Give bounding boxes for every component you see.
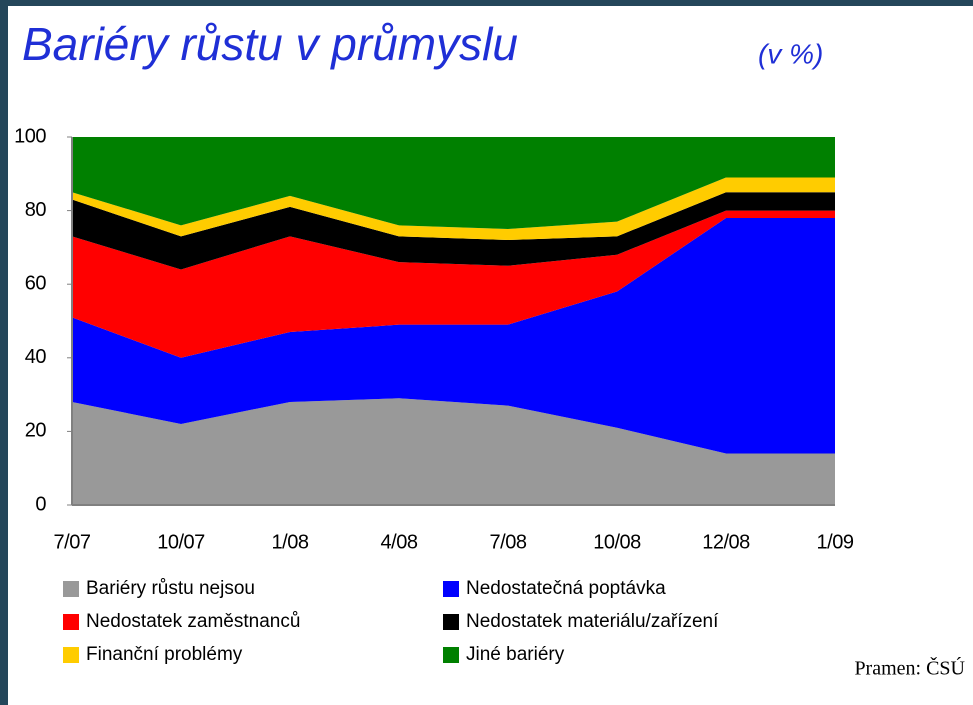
area bbox=[72, 217, 835, 454]
y-tick-label: 40 bbox=[25, 346, 47, 368]
legend-label: Nedostatek materiálu/zařízení bbox=[466, 611, 719, 632]
area bbox=[72, 177, 835, 241]
legend-label: Bariéry růstu nejsou bbox=[86, 578, 255, 599]
area bbox=[72, 192, 835, 270]
legend-swatch bbox=[63, 614, 79, 630]
legend-swatch bbox=[443, 647, 459, 663]
chart-subtitle: (v %) bbox=[758, 38, 823, 69]
chart-title: Bariéry růstu v průmyslu bbox=[22, 18, 518, 70]
x-tick-label: 4/08 bbox=[381, 531, 418, 553]
x-tick-label: 1/09 bbox=[817, 531, 854, 553]
legend-swatch bbox=[443, 614, 459, 630]
x-tick-label: 7/08 bbox=[490, 531, 527, 553]
y-tick-label: 0 bbox=[35, 493, 46, 515]
y-tick-label: 80 bbox=[25, 199, 47, 221]
legend-swatch bbox=[63, 647, 79, 663]
source-note: Pramen: ČSÚ bbox=[854, 656, 965, 680]
x-tick-label: 7/07 bbox=[54, 531, 91, 553]
area bbox=[72, 398, 835, 505]
y-tick-label: 20 bbox=[25, 420, 47, 442]
x-tick-label: 1/08 bbox=[272, 531, 309, 553]
legend-label: Nedostatek zaměstnanců bbox=[86, 611, 300, 632]
area bbox=[72, 137, 835, 229]
y-tick-label: 100 bbox=[14, 125, 46, 147]
x-tick-label: 10/08 bbox=[593, 531, 641, 553]
area bbox=[72, 210, 835, 358]
x-tick-label: 12/08 bbox=[702, 531, 750, 553]
x-tick-label: 10/07 bbox=[157, 531, 205, 553]
legend-label: Nedostatečná poptávka bbox=[466, 578, 666, 599]
legend-label: Finanční problémy bbox=[86, 644, 243, 665]
y-tick-label: 60 bbox=[25, 272, 47, 294]
legend-swatch bbox=[443, 581, 459, 597]
legend-swatch bbox=[63, 581, 79, 597]
legend-label: Jiné bariéry bbox=[466, 644, 565, 665]
